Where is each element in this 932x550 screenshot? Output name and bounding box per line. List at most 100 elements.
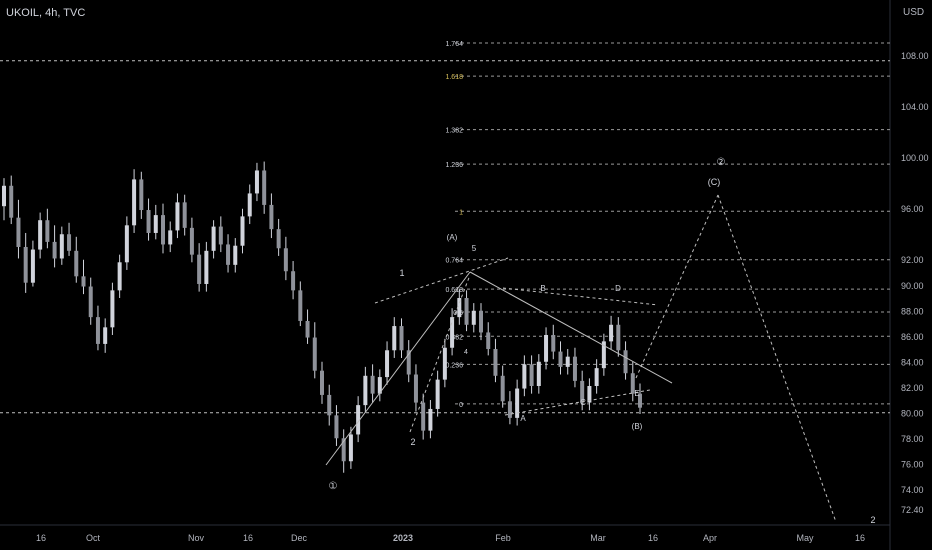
fib-level-label: 1.618 bbox=[445, 74, 463, 81]
candle-body bbox=[103, 327, 108, 344]
candle bbox=[218, 216, 223, 253]
candle-body bbox=[471, 310, 476, 325]
time-tick-label: 2023 bbox=[393, 533, 413, 543]
time-tick-label: 16 bbox=[243, 533, 253, 543]
candle-body bbox=[435, 379, 440, 409]
candle-body bbox=[298, 290, 303, 321]
candle-body bbox=[88, 286, 93, 318]
candle bbox=[226, 234, 231, 273]
candle bbox=[320, 361, 324, 404]
candle-body bbox=[413, 374, 418, 403]
candle bbox=[291, 261, 296, 300]
candle bbox=[38, 212, 43, 259]
candle-body bbox=[211, 226, 216, 251]
candle bbox=[312, 322, 317, 379]
candle-body bbox=[74, 250, 79, 277]
wave-label: 1 bbox=[399, 268, 404, 278]
projection-down-line bbox=[717, 194, 837, 523]
candle bbox=[283, 236, 288, 281]
candle bbox=[182, 194, 187, 236]
fibonacci-levels: 1.7641.6181.3821.23610.7640.6180.50.3820… bbox=[445, 41, 890, 409]
candle-body bbox=[276, 229, 281, 249]
wave-label: E bbox=[634, 389, 639, 398]
candle-body bbox=[283, 248, 288, 272]
candle-body bbox=[226, 244, 231, 265]
candle-body bbox=[500, 375, 505, 402]
price-tick-label: 104.00 bbox=[901, 102, 929, 112]
candle bbox=[110, 282, 115, 335]
candle-body bbox=[385, 350, 390, 378]
candle-body bbox=[110, 290, 115, 328]
wave-label: ① bbox=[329, 481, 338, 492]
candle bbox=[30, 240, 35, 287]
candle bbox=[609, 315, 614, 350]
candle bbox=[161, 203, 165, 254]
price-tick-label: 82.00 bbox=[901, 383, 924, 393]
candle bbox=[558, 341, 563, 375]
candle-body bbox=[457, 298, 462, 318]
candle bbox=[507, 391, 512, 425]
candle bbox=[211, 220, 216, 259]
candle bbox=[124, 216, 129, 270]
candle bbox=[117, 254, 122, 299]
candle-body bbox=[233, 245, 238, 265]
candle bbox=[616, 317, 621, 357]
wave-label: 2 bbox=[870, 515, 875, 525]
candle bbox=[406, 340, 411, 383]
wave-labels: 1 2 4 5 (A) A B C D E (B) (C) ① ② 2 bbox=[329, 157, 876, 525]
wave-label: D bbox=[615, 284, 621, 293]
candle-body bbox=[117, 262, 122, 291]
candle bbox=[428, 400, 433, 439]
candle-body bbox=[363, 375, 368, 406]
candle-body bbox=[623, 350, 628, 374]
candle bbox=[74, 236, 79, 283]
price-axis[interactable]: 72.40 74.00 76.00 78.00 80.00 82.00 84.00 86.00… bbox=[901, 51, 929, 515]
candle-body bbox=[2, 185, 6, 207]
candle bbox=[536, 354, 541, 394]
candle bbox=[479, 303, 483, 341]
candle bbox=[45, 208, 50, 249]
fib-level-label: 0.618 bbox=[445, 287, 463, 294]
time-tick-label: Nov bbox=[188, 533, 205, 543]
candle bbox=[2, 178, 6, 221]
candle-body bbox=[139, 179, 144, 211]
price-tick-label: 76.00 bbox=[901, 459, 924, 469]
wave-label: ② bbox=[717, 157, 726, 168]
candle bbox=[247, 184, 252, 225]
candle bbox=[464, 290, 469, 332]
time-axis[interactable]: 16 Oct Nov 16 Dec 2023 Feb Mar 16 Apr May 16 bbox=[36, 533, 865, 543]
projection-up-line bbox=[635, 194, 719, 379]
candle bbox=[168, 221, 173, 253]
candle bbox=[197, 243, 202, 292]
price-tick-label: 108.00 bbox=[901, 51, 929, 61]
candle-body bbox=[370, 375, 375, 394]
candle-body bbox=[507, 401, 512, 418]
candle bbox=[334, 405, 339, 446]
candle bbox=[638, 383, 642, 415]
candle-body bbox=[406, 350, 411, 375]
candle bbox=[59, 226, 64, 265]
axis-lines bbox=[0, 0, 891, 550]
candle-body bbox=[334, 415, 339, 439]
candle-body bbox=[320, 370, 324, 395]
candle-body bbox=[580, 380, 585, 403]
symbol-label: UKOIL, 4h, TVC bbox=[6, 7, 86, 19]
price-tick-label: 100.00 bbox=[901, 153, 929, 163]
candle-body bbox=[16, 217, 21, 247]
candle-body bbox=[161, 215, 165, 245]
candle-body bbox=[240, 216, 245, 246]
time-tick-label: Oct bbox=[86, 533, 101, 543]
fib-level-label: 1 bbox=[459, 209, 463, 216]
candle-body bbox=[254, 170, 259, 194]
candle bbox=[204, 241, 209, 292]
price-tick-label: 90.00 bbox=[901, 281, 924, 291]
candle-body bbox=[67, 234, 72, 251]
candle-body bbox=[428, 408, 433, 431]
candle-body bbox=[23, 246, 28, 283]
candle-body bbox=[218, 226, 223, 245]
candlestick-series bbox=[2, 161, 642, 473]
price-tick-label: 74.00 bbox=[901, 485, 924, 495]
candle-body bbox=[45, 220, 50, 242]
candle-body bbox=[616, 324, 621, 351]
